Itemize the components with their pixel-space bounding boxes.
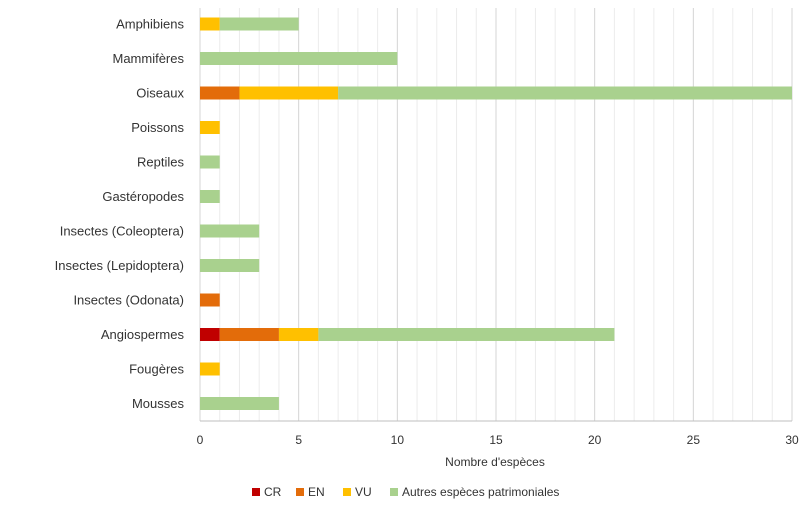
bar-segment: [200, 86, 240, 100]
bar-segment: [200, 328, 220, 341]
legend: CR EN VU Autres espèces patrimoniales: [252, 485, 559, 499]
category-label: Angiospermes: [101, 327, 185, 342]
x-tick-label: 10: [391, 433, 405, 447]
bar-segment: [219, 328, 279, 341]
category-label: Insectes (Coleoptera): [60, 224, 184, 239]
bar-segment: [200, 362, 220, 376]
category-labels: Amphibiens Mammifères Oiseaux Poissons Repti…: [55, 17, 185, 412]
category-label: Amphibiens: [116, 17, 184, 32]
x-tick-label: 20: [588, 433, 602, 447]
legend-label: EN: [308, 485, 325, 499]
category-label: Mammifères: [112, 51, 184, 66]
bar-segment: [239, 86, 339, 100]
legend-label: CR: [264, 485, 282, 499]
bar-segment: [200, 121, 220, 134]
bar-segment: [200, 259, 260, 272]
gridlines: [199, 8, 793, 421]
legend-swatch: [252, 488, 260, 496]
category-label: Reptiles: [137, 155, 184, 170]
bar-segment: [200, 397, 279, 410]
category-label: Fougères: [129, 362, 184, 377]
legend-label: Autres espèces patrimoniales: [402, 485, 559, 499]
x-tick-label: 5: [295, 433, 302, 447]
bar-segment: [278, 328, 319, 341]
category-label: Insectes (Lepidoptera): [55, 258, 184, 273]
bar-segment: [200, 17, 220, 31]
x-tick-label: 25: [687, 433, 701, 447]
bar-segment: [200, 224, 260, 238]
legend-swatch: [343, 488, 351, 496]
category-label: Poissons: [131, 120, 184, 135]
bar-segment: [200, 155, 220, 169]
bar-segment: [200, 190, 220, 203]
legend-label: VU: [355, 485, 372, 499]
category-label: Oiseaux: [136, 86, 184, 101]
category-label: Gastéropodes: [102, 189, 184, 204]
category-label: Mousses: [132, 396, 185, 411]
bar-segment: [318, 328, 615, 341]
x-tick-label: 15: [489, 433, 503, 447]
bar-segment: [338, 86, 792, 100]
bar-segment: [219, 17, 299, 31]
x-axis: 0 5 10 15 20 25 30: [197, 420, 799, 447]
x-tick-label: 0: [197, 433, 204, 447]
bars: [200, 17, 792, 410]
legend-swatch: [390, 488, 398, 496]
bar-segment: [200, 52, 398, 65]
x-axis-title: Nombre d'espèces: [445, 455, 545, 469]
x-tick-label: 30: [785, 433, 799, 447]
legend-swatch: [296, 488, 304, 496]
bar-segment: [200, 293, 220, 307]
category-label: Insectes (Odonata): [73, 293, 184, 308]
